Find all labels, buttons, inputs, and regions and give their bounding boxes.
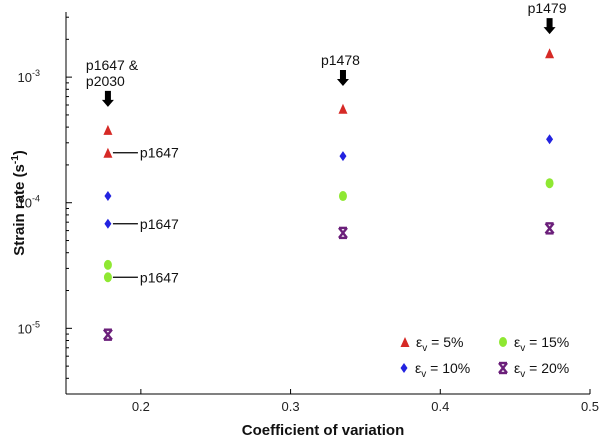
- x-tick-label: 0.5: [581, 399, 599, 414]
- data-point-s15: [103, 259, 112, 270]
- data-points: [102, 48, 555, 341]
- annotation-label: p1647 &: [86, 57, 139, 73]
- x-tick-label: 0.3: [282, 399, 300, 414]
- data-point-s15: [545, 178, 554, 189]
- callout-annotation: p1647: [112, 269, 179, 285]
- y-tick-label: 10-5: [18, 319, 40, 336]
- annotations: p1647 &p2030 p1478 p1479 p1647 p1647 p1647: [86, 0, 567, 285]
- legend-item-s5: εv = 5%: [400, 334, 463, 354]
- legend-marker: [499, 337, 507, 347]
- data-point-s5: [338, 103, 348, 114]
- arrow-annotation: p1478: [321, 52, 360, 86]
- data-point-s10: [339, 151, 347, 162]
- axes: [65, 12, 590, 395]
- x-tick-label: 0.4: [431, 399, 449, 414]
- legend-marker: [400, 337, 410, 347]
- data-point-s20: [544, 222, 555, 235]
- legend-label: εv = 20%: [514, 360, 569, 380]
- annotation-label: p1479: [528, 0, 567, 16]
- legend-item-s20: εv = 20%: [498, 360, 569, 380]
- arrow-annotation: p1647 &p2030: [86, 57, 139, 107]
- star-stroke: [338, 227, 348, 239]
- down-arrow-icon: [101, 90, 114, 107]
- arrow-annotation: p1479: [528, 0, 567, 35]
- data-point-s5: [103, 147, 113, 158]
- legend-label: εv = 10%: [415, 360, 470, 380]
- data-point-s5: [103, 124, 113, 135]
- star-stroke: [498, 362, 508, 374]
- down-arrow-icon: [336, 69, 349, 86]
- callout-label: p1647: [140, 216, 179, 232]
- data-point-s10: [104, 191, 112, 202]
- callout-annotation: p1647: [112, 145, 179, 161]
- data-point-s20: [338, 226, 348, 240]
- legend-label: εv = 15%: [514, 334, 569, 354]
- y-axis-title: Strain rate (s-1): [10, 150, 28, 256]
- legend-item-s15: εv = 15%: [499, 334, 569, 354]
- data-point-s20: [102, 328, 113, 341]
- annotation-label: p1478: [321, 52, 360, 68]
- data-point-s10: [104, 218, 112, 229]
- axis-titles: Coefficient of variation Strain rate (s-1…: [10, 150, 404, 439]
- annotation-label: p2030: [86, 73, 125, 89]
- y-tick-label: 10-3: [18, 68, 40, 85]
- legend: εv = 5% εv = 10% εv = 15% εv = 20%: [400, 334, 569, 380]
- y-tick-label: 10-4: [18, 194, 40, 211]
- callout-label: p1647: [140, 145, 179, 161]
- legend-marker: [498, 361, 508, 375]
- data-point-s15: [103, 272, 112, 283]
- legend-marker: [400, 363, 408, 373]
- callout-annotation: p1647: [112, 216, 179, 232]
- callout-label: p1647: [140, 269, 179, 285]
- x-tick-label: 0.2: [132, 399, 150, 414]
- data-point-s5: [545, 48, 555, 59]
- x-axis-title: Coefficient of variation: [242, 422, 405, 439]
- star-stroke: [544, 222, 555, 235]
- legend-item-s10: εv = 10%: [400, 360, 470, 380]
- axis-ticks: 0.2 0.3 0.4 0.5 10-5 10-4 10-3: [18, 16, 599, 414]
- data-point-s15: [338, 191, 347, 202]
- data-point-s10: [546, 134, 554, 145]
- star-stroke: [102, 328, 113, 341]
- legend-label: εv = 5%: [416, 334, 463, 354]
- down-arrow-icon: [543, 18, 556, 35]
